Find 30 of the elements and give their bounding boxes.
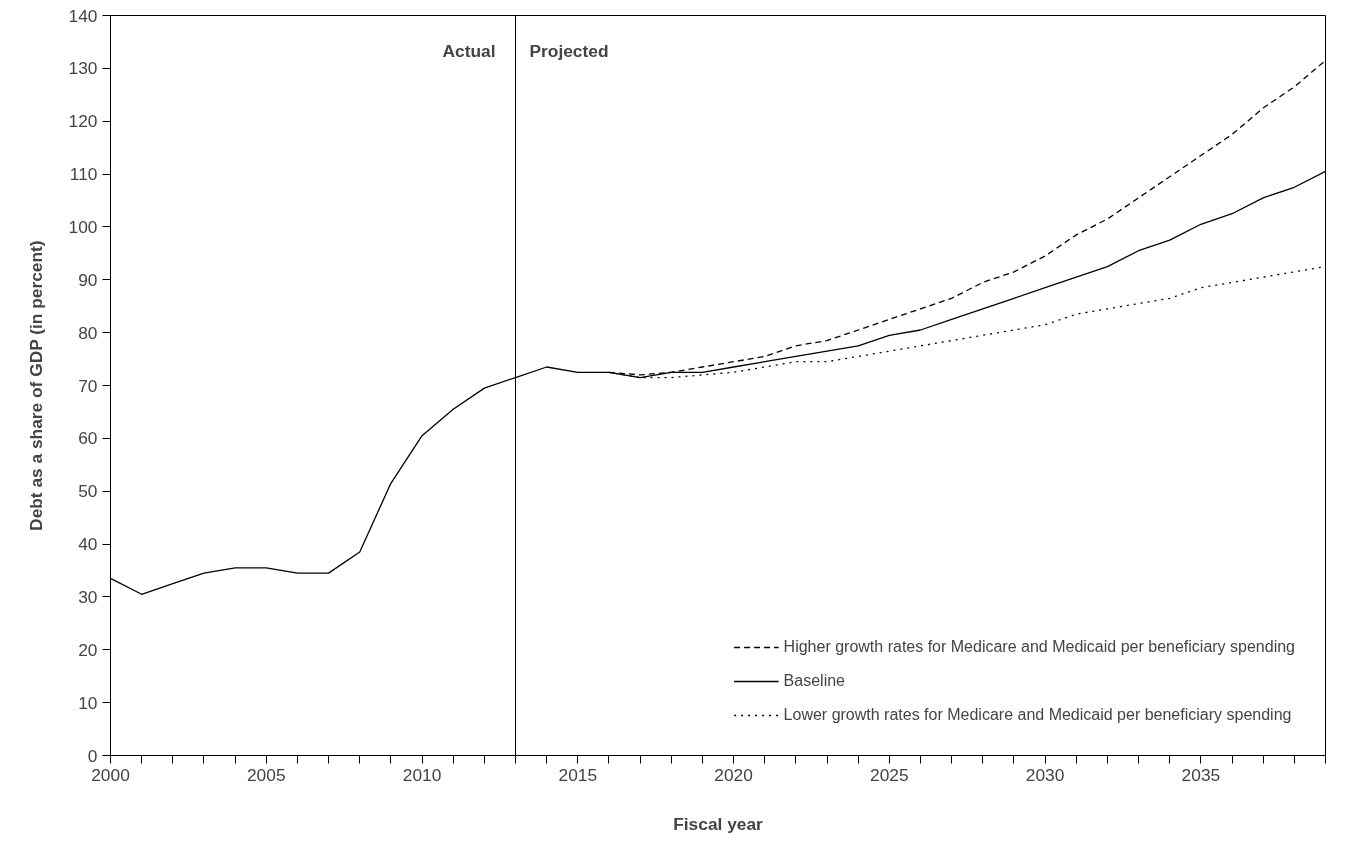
annotation: Projected	[529, 40, 609, 61]
y-tick-label: 40	[78, 534, 98, 555]
y-tick-label: 100	[68, 216, 98, 237]
y-tick-label: 30	[78, 586, 98, 607]
legend-label: Higher growth rates for Medicare and Medicaid per beneficiary spending	[783, 638, 1295, 656]
y-tick-label: 10	[78, 692, 98, 713]
y-tick-label: 20	[78, 639, 98, 660]
y-tick-label: 90	[78, 269, 98, 290]
x-tick-label: 2010	[402, 764, 442, 785]
x-tick-label: 2020	[714, 764, 753, 785]
x-tick-label: 2030	[1025, 764, 1065, 785]
y-axis-title: Debt as a share of GDP (in percent)	[25, 240, 46, 531]
y-tick-label: 80	[78, 322, 98, 343]
y-tick-label: 50	[78, 481, 98, 502]
y-tick-label: 60	[78, 428, 98, 449]
y-tick-label: 120	[68, 111, 98, 132]
x-tick-label: 2000	[91, 764, 130, 785]
y-tick-label: 0	[87, 745, 98, 766]
x-tick-label: 2025	[870, 764, 909, 785]
legend-label: Lower growth rates for Medicare and Medicaid per beneficiary spending	[783, 706, 1292, 724]
y-tick-label: 110	[69, 164, 98, 185]
x-tick-label: 2015	[558, 764, 598, 785]
y-tick-label: 140	[68, 5, 98, 26]
legend-label: Baseline	[783, 672, 845, 690]
x-tick-label: 2005	[247, 764, 286, 785]
y-tick-label: 130	[68, 58, 98, 79]
x-tick-label: 2035	[1181, 764, 1221, 785]
x-axis-title: Fiscal year	[673, 813, 764, 834]
annotation: Actual	[442, 40, 496, 61]
y-tick-label: 70	[78, 375, 98, 396]
